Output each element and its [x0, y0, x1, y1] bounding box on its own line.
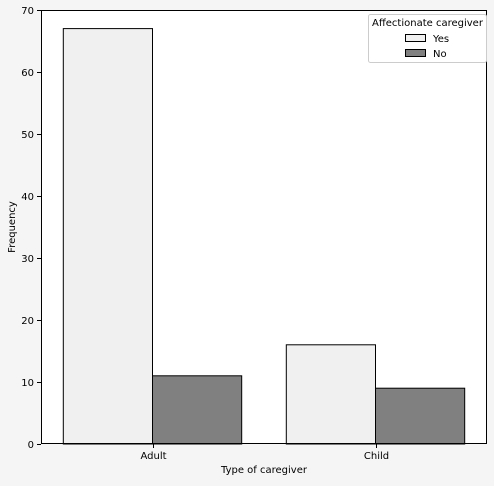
bars-layer [62, 28, 466, 445]
legend-swatch-yes [405, 34, 426, 42]
bar-yes-adult [62, 28, 153, 445]
y-axis-label: Frequency [7, 201, 18, 253]
y-tick-label: 60 [21, 68, 34, 79]
legend-box [368, 14, 487, 63]
bar-yes-child [285, 344, 376, 445]
y-tick-label: 30 [21, 254, 34, 265]
x-axis: Adult Child [140, 444, 389, 462]
y-axis: 0 10 20 30 40 50 60 70 [21, 6, 41, 451]
legend-items: Yes No [405, 34, 449, 60]
y-tick-label: 70 [21, 6, 34, 17]
y-tick-label: 20 [21, 316, 34, 327]
x-tick-label: Adult [140, 451, 166, 462]
x-axis-label: Type of caregiver [220, 465, 308, 476]
plot-frame [41, 10, 487, 444]
legend-label-no: No [433, 49, 447, 60]
y-tick-label: 40 [21, 192, 34, 203]
legend-title: Affectionate caregiver [372, 18, 484, 29]
bar-no-child [375, 387, 466, 445]
y-tick-label: 0 [28, 440, 34, 451]
y-tick-label: 10 [21, 378, 34, 389]
x-tick-label: Child [364, 451, 389, 462]
legend: Affectionate caregiver Yes No [368, 14, 487, 63]
legend-label-yes: Yes [432, 34, 449, 45]
bar-no-adult [152, 375, 243, 445]
legend-swatch-no [405, 49, 426, 57]
y-tick-label: 50 [21, 130, 34, 141]
